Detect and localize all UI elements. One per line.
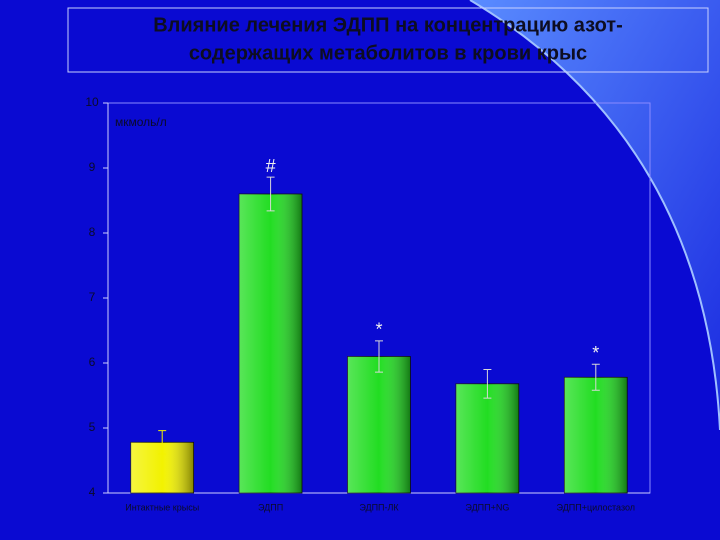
error-bar — [483, 369, 492, 399]
x-tick-label: ЭДПП — [258, 502, 283, 512]
x-tick-label: Интактные крысы — [125, 502, 199, 512]
annotation: * — [592, 343, 599, 363]
annotation: * — [375, 320, 382, 340]
chart-title: Влияние лечения ЭДПП на концентрацию азо… — [153, 14, 623, 36]
chart-title: содержащих метаболитов в крови крыс — [189, 42, 587, 64]
error-bar — [158, 430, 167, 455]
annotation: # — [266, 156, 276, 176]
x-tick-label: ЭДПП+NG — [465, 502, 509, 512]
error-bar — [266, 176, 275, 212]
unit-label: мкмоль/л — [115, 115, 167, 129]
bar-shade — [455, 383, 519, 493]
y-tick-label: 7 — [89, 290, 96, 304]
decoration — [470, 0, 720, 430]
x-tick-label: ЭДПП+цилостазол — [557, 502, 636, 512]
x-tick-label: ЭДПП-ЛК — [359, 502, 399, 512]
y-tick-label: 6 — [89, 355, 96, 369]
bar-shade — [239, 194, 303, 493]
error-bar — [375, 340, 383, 373]
bar-shade — [347, 356, 411, 493]
y-tick-label: 4 — [89, 485, 96, 499]
y-tick-label: 8 — [89, 225, 96, 239]
bar-shade — [564, 377, 628, 493]
y-tick-label: 9 — [89, 160, 96, 174]
error-bar — [591, 363, 600, 391]
y-tick-label: 10 — [85, 95, 99, 109]
title-box — [67, 7, 709, 73]
y-tick-label: 5 — [89, 420, 96, 434]
